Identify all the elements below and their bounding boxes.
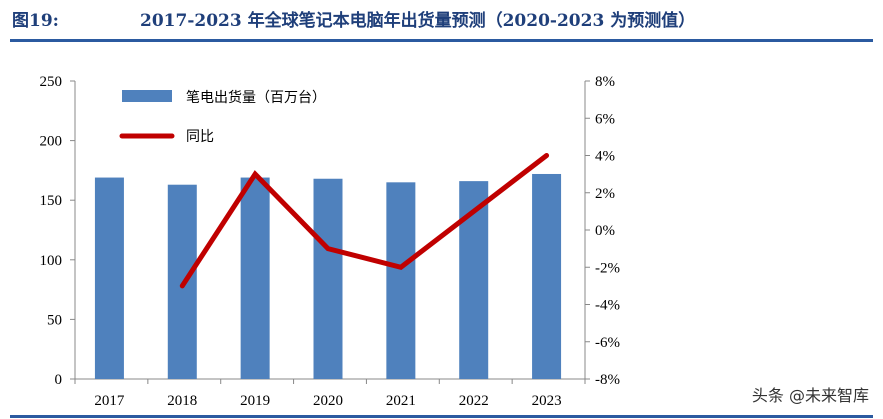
x-tick-label: 2017 — [94, 393, 125, 409]
x-tick-label: 2023 — [532, 393, 562, 409]
right-tick-label: 2% — [595, 186, 615, 202]
yoy-line — [179, 153, 550, 289]
right-tick-label: -8% — [595, 372, 620, 388]
right-tick-label: 4% — [595, 149, 615, 165]
x-tick-label: 2019 — [240, 393, 270, 409]
bar — [313, 178, 343, 379]
left-tick-label: 150 — [40, 193, 63, 209]
right-tick-label: 6% — [595, 111, 615, 127]
left-tick-label: 200 — [40, 134, 63, 150]
left-tick-label: 50 — [47, 312, 62, 328]
bar — [240, 177, 270, 379]
right-tick-label: 0% — [595, 223, 615, 239]
watermark: 头条 @未来智库 — [751, 386, 869, 405]
bar — [94, 177, 124, 379]
legend-bar-swatch — [122, 90, 172, 102]
chart-title: 2017-2023 年全球笔记本电脑年出货量预测（2020-2023 为预测值） — [140, 11, 696, 31]
right-tick-label: -4% — [595, 298, 620, 314]
x-tick-label: 2020 — [313, 393, 343, 409]
legend-line-label: 同比 — [186, 129, 214, 145]
right-tick-label: -6% — [595, 335, 620, 351]
bottom-rule — [10, 415, 873, 418]
left-tick-label: 100 — [40, 253, 63, 269]
x-tick-label: 2022 — [459, 393, 489, 409]
right-tick-label: -2% — [595, 260, 620, 276]
figure-label: 图19: — [12, 11, 59, 31]
bar — [386, 182, 416, 379]
x-tick-label: 2021 — [386, 393, 416, 409]
legend-bar-label: 笔电出货量（百万台） — [186, 89, 326, 106]
left-tick-label: 0 — [55, 372, 63, 388]
x-tick-label: 2018 — [167, 393, 197, 409]
right-tick-label: 8% — [595, 74, 615, 90]
title-rule — [10, 39, 873, 42]
left-tick-label: 250 — [40, 74, 63, 90]
bar — [532, 173, 562, 379]
figure-title: 图19: 2017-2023 年全球笔记本电脑年出货量预测（2020-2023 为… — [12, 6, 695, 32]
